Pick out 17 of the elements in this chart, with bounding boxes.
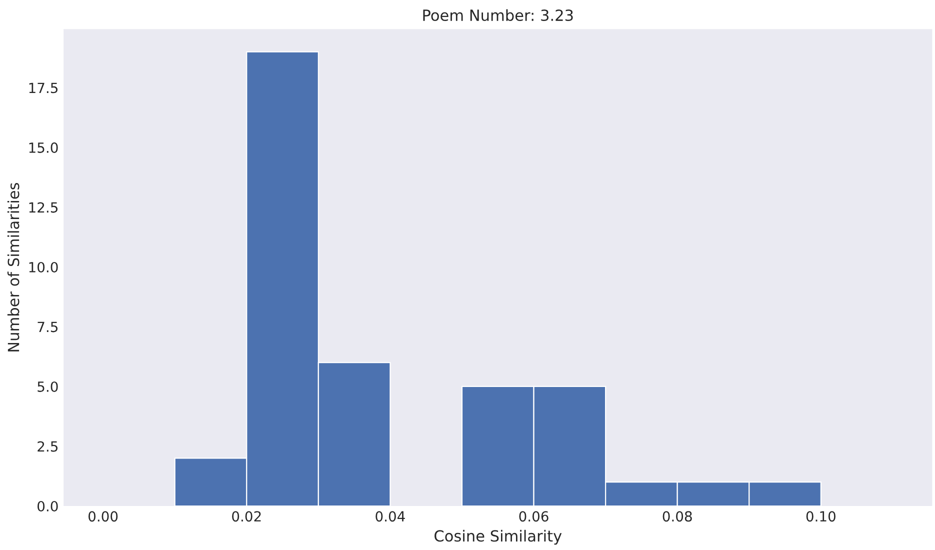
- x-tick-label: 0.06: [519, 511, 548, 522]
- x-tick-label: 0.08: [662, 511, 692, 522]
- y-tick-label: 5.0: [38, 381, 58, 392]
- x-tick-label: 0.04: [376, 511, 405, 522]
- y-tick-label: 7.5: [38, 322, 58, 332]
- x-tick-label: 0.00: [88, 511, 118, 522]
- y-tick-label: 15.0: [29, 142, 58, 153]
- chart-title: Poem Number: 3.23: [423, 9, 573, 22]
- x-tick-label: 0.10: [806, 511, 836, 522]
- x-tick-label: 0.02: [232, 511, 261, 522]
- y-tick-label: 0.0: [38, 500, 58, 512]
- y-tick-label: 10.0: [29, 262, 58, 272]
- y-axis-title: Number of Similarities: [7, 183, 20, 352]
- y-tick-label: 2.5: [38, 441, 58, 452]
- x-axis-title: Cosine Similarity: [434, 530, 562, 545]
- y-tick-label: 17.5: [29, 82, 58, 94]
- y-tick-label: 12.5: [29, 202, 58, 213]
